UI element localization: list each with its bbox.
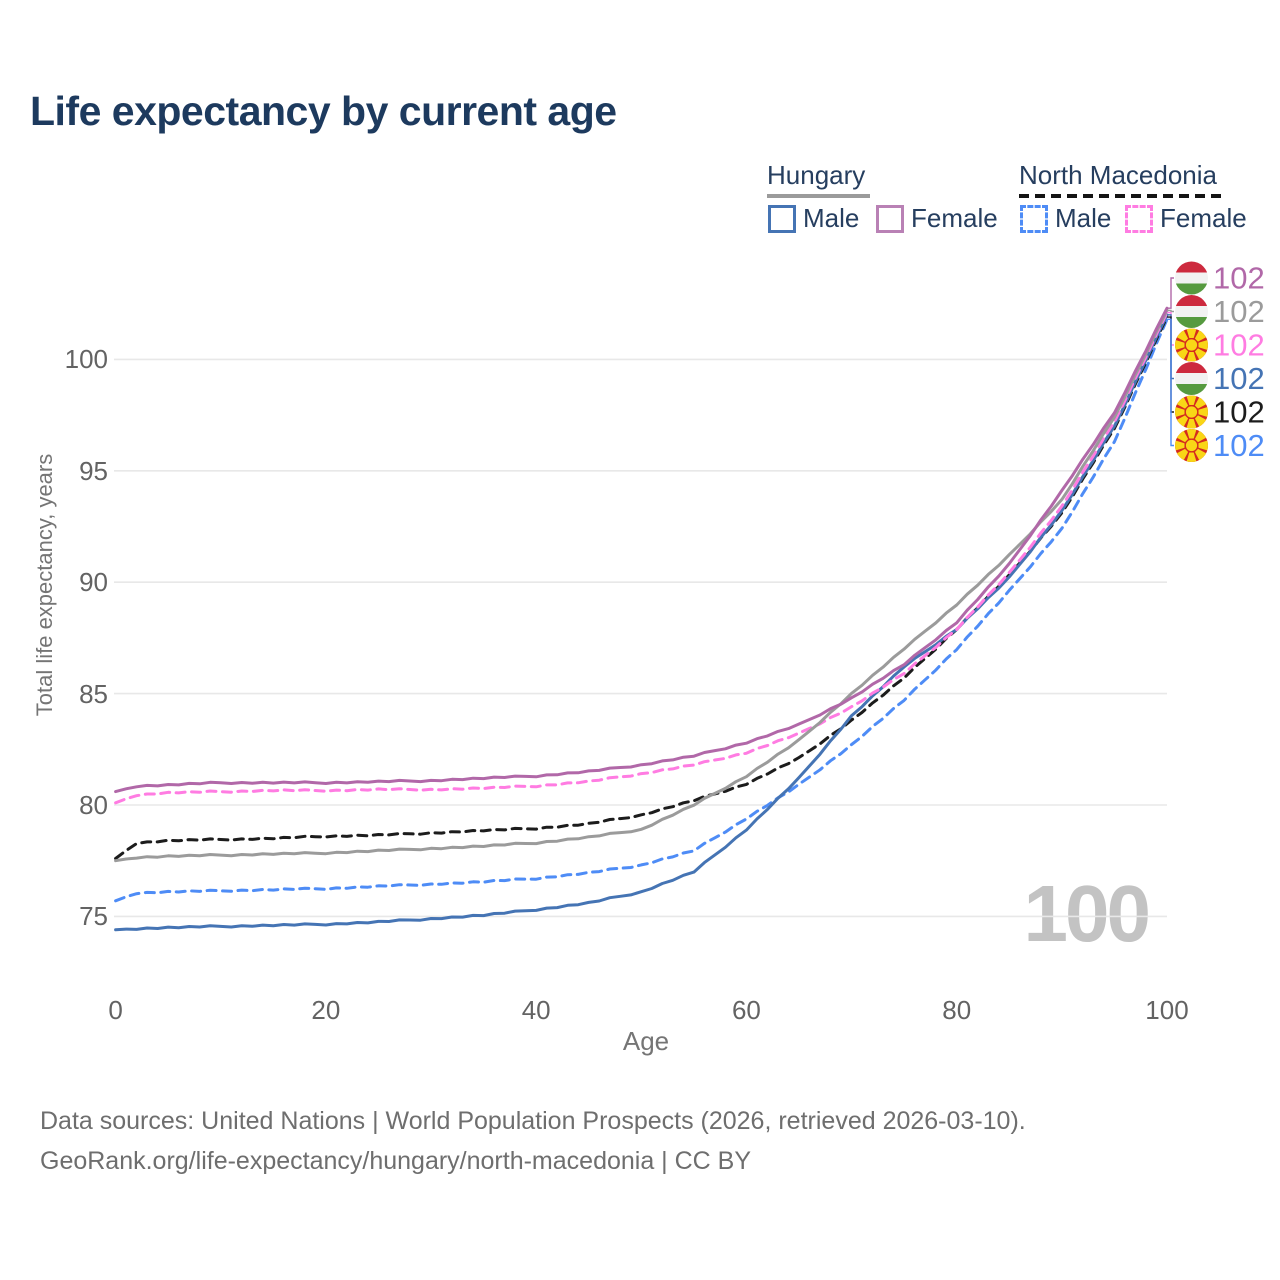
line-hungary-male[interactable] <box>114 313 1169 932</box>
gridlines <box>114 358 1167 918</box>
y-tick-label: 90 <box>79 567 108 598</box>
end-connector <box>1167 318 1174 447</box>
legend-item-hungary-male[interactable]: Male <box>768 203 859 234</box>
legend-item-north-macedonia-female[interactable]: Female <box>1125 203 1247 234</box>
end-label-flags <box>1175 261 1208 462</box>
x-tick-label: 100 <box>1145 995 1189 1025</box>
hungary-flag-icon <box>1175 362 1208 395</box>
north-macedonia-flag-icon <box>1175 395 1208 429</box>
legend-item-label: Male <box>803 203 860 233</box>
end-value-label-north-macedonia-female: 102 <box>1213 328 1265 363</box>
data-sources-note: Data sources: United Nations | World Pop… <box>40 1107 1026 1135</box>
x-tick-label: 60 <box>731 995 761 1025</box>
x-axis-title: Age <box>622 1026 670 1056</box>
hungary-flag-icon <box>1175 295 1208 328</box>
legend-underline-north-macedonia <box>1019 194 1221 198</box>
series-lines <box>114 306 1169 932</box>
line-north-macedonia-female[interactable] <box>114 311 1169 805</box>
legend-item-label: Female <box>1160 203 1247 233</box>
page-title: Life expectancy by current age <box>30 88 617 134</box>
line-hungary-total[interactable] <box>114 308 1169 863</box>
attribution-link: GeoRank.org/life-expectancy/hungary/nort… <box>40 1147 752 1175</box>
north-macedonia-flag-icon <box>1175 429 1208 462</box>
legend-item-label: Male <box>1055 203 1112 233</box>
end-label-connectors <box>1167 277 1174 447</box>
legend-underline-hungary <box>767 194 870 198</box>
current-age-watermark: 100 <box>1023 869 1151 958</box>
north-macedonia-female-swatch-icon <box>1125 204 1153 233</box>
legend-group-north-macedonia: North Macedonia <box>1019 160 1221 198</box>
legend-group-hungary: Hungary <box>767 160 870 198</box>
hungary-female-swatch-icon <box>876 204 904 233</box>
line-north-macedonia-male[interactable] <box>114 317 1169 903</box>
north-macedonia-flag-icon <box>1175 328 1208 362</box>
y-tick-label: 95 <box>79 455 108 486</box>
end-value-label-north-macedonia-male: 102 <box>1213 428 1265 463</box>
x-tick-label: 40 <box>521 995 551 1025</box>
x-tick-label: 80 <box>942 995 972 1025</box>
end-value-label-hungary-male: 102 <box>1213 361 1265 396</box>
legend-header-hungary[interactable]: Hungary <box>767 160 866 190</box>
y-tick-label: 85 <box>79 678 108 709</box>
line-north-macedonia-total[interactable] <box>114 315 1169 860</box>
y-tick-label: 80 <box>79 790 108 820</box>
end-connector <box>1167 309 1174 313</box>
end-value-label-hungary-total: 102 <box>1213 294 1265 329</box>
legend-header-north-macedonia[interactable]: North Macedonia <box>1019 160 1217 190</box>
x-tick-label: 0 <box>108 995 123 1025</box>
legend-item-north-macedonia-male[interactable]: Male <box>1020 203 1111 234</box>
hungary-male-swatch-icon <box>768 204 796 233</box>
legend-item-hungary-female[interactable]: Female <box>876 203 998 234</box>
north-macedonia-male-swatch-icon <box>1020 204 1048 233</box>
y-tick-label: 75 <box>79 901 108 932</box>
end-connector <box>1167 277 1174 309</box>
legend-item-label: Female <box>911 203 998 233</box>
line-hungary-female[interactable] <box>114 306 1169 794</box>
end-value-label-hungary-female: 102 <box>1213 261 1265 296</box>
hungary-flag-icon <box>1175 261 1208 295</box>
y-tick-label: 100 <box>64 344 108 375</box>
end-value-label-north-macedonia-total: 102 <box>1213 395 1265 430</box>
x-tick-label: 20 <box>311 995 341 1025</box>
